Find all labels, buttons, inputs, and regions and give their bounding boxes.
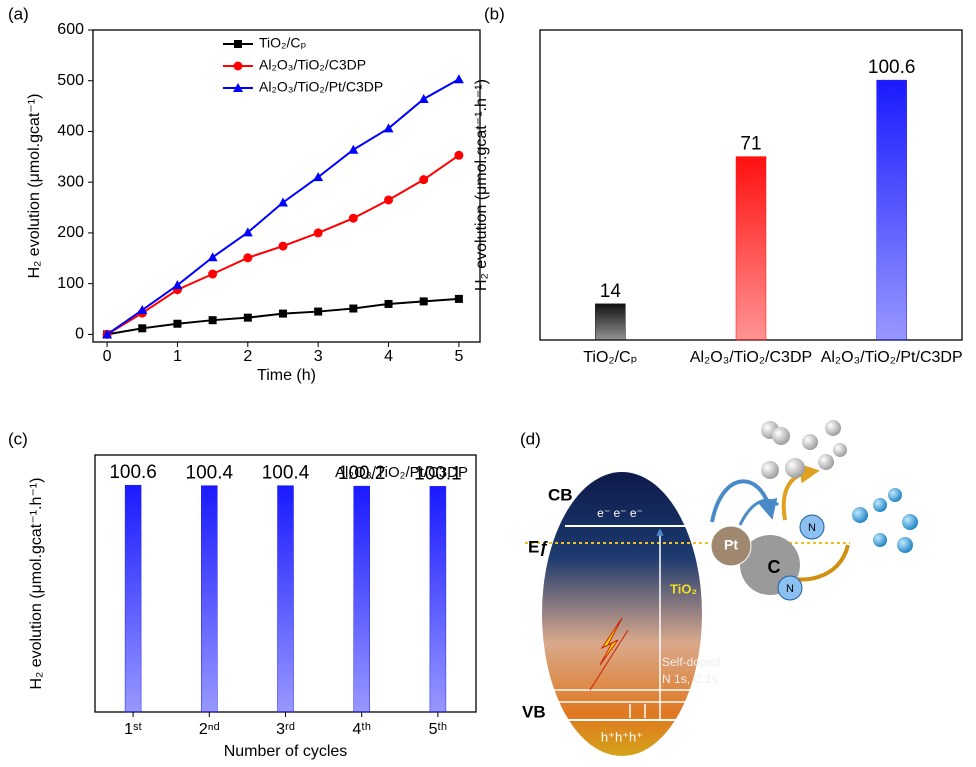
x-tick-label: 2ⁿᵈ xyxy=(199,721,220,738)
doping-label: N 1s, C 1s xyxy=(662,672,718,686)
c-label: C xyxy=(768,557,781,577)
bar xyxy=(595,304,625,340)
x-tick-label: 5 xyxy=(454,348,463,365)
marker xyxy=(454,151,463,160)
x-tick-label: 2 xyxy=(243,348,252,365)
bar xyxy=(877,80,907,340)
x-tick-label: 4 xyxy=(384,348,393,365)
value-label: 100.6 xyxy=(868,57,916,78)
marker xyxy=(173,320,181,328)
panel-label: (c) xyxy=(8,429,28,448)
marker xyxy=(314,308,322,316)
x-tick-label: Al₂O₃/TiO₂/Pt/C3DP xyxy=(821,349,963,366)
y-tick-label: 400 xyxy=(57,123,84,140)
y-tick-label: 600 xyxy=(57,21,84,38)
electron-transfer xyxy=(740,500,778,525)
n-label: N xyxy=(786,583,794,595)
vb-label: VB xyxy=(522,702,546,721)
marker xyxy=(385,300,393,308)
marker xyxy=(279,310,287,318)
x-tick-label: 0 xyxy=(103,348,112,365)
value-label: 100.4 xyxy=(262,463,310,484)
cb-label: CB xyxy=(548,485,573,504)
y-tick-label: 200 xyxy=(57,224,84,241)
marker xyxy=(278,242,287,251)
x-axis-label: Number of cycles xyxy=(224,743,348,760)
marker xyxy=(244,314,252,322)
marker xyxy=(455,295,463,303)
x-tick-label: Al₂O₃/TiO₂/C3DP xyxy=(690,349,812,366)
value-label: 100.2 xyxy=(338,463,386,484)
marker xyxy=(138,324,146,332)
h2-molecules xyxy=(761,420,847,479)
y-tick-label: 0 xyxy=(75,326,84,343)
marker xyxy=(208,270,217,279)
bar xyxy=(125,485,141,712)
y-axis-label: H₂ evolution (μmol.gcat⁻¹.h⁻¹) xyxy=(473,79,490,291)
x-tick-label: 3 xyxy=(314,348,323,365)
marker xyxy=(419,94,429,103)
panel-label: (d) xyxy=(520,429,541,448)
x-tick-label: 1 xyxy=(173,348,182,365)
legend-label: Al₂O₃/TiO₂/C3DP xyxy=(259,57,366,73)
water-molecules xyxy=(852,488,918,553)
x-tick-label: 1ˢᵗ xyxy=(124,721,142,738)
n-label: N xyxy=(808,522,816,534)
y-tick-label: 100 xyxy=(57,275,84,292)
plot-frame xyxy=(93,30,480,342)
mechanism-diagram: (d) CB Eƒ VB e⁻ e⁻ e⁻ h⁺h⁺h⁺ TiO₂ Self-d… xyxy=(520,420,918,756)
marker xyxy=(348,145,358,154)
y-axis-label: H₂ evolution (μmol.gcat⁻¹.h⁻¹) xyxy=(28,478,45,690)
legend-label: Al₂O₃/TiO₂/Pt/C3DP xyxy=(259,79,383,95)
marker xyxy=(420,297,428,305)
tio2-label: TiO₂ xyxy=(670,581,697,596)
x-tick-label: 3ʳᵈ xyxy=(276,721,295,738)
y-tick-label: 300 xyxy=(57,173,84,190)
bar xyxy=(354,486,370,712)
value-label: 100.6 xyxy=(109,462,157,483)
marker xyxy=(243,253,252,262)
bar xyxy=(278,486,294,712)
bar xyxy=(201,486,217,712)
legend-label: TiO₂/Cₚ xyxy=(259,35,306,51)
value-label: 100.4 xyxy=(186,463,234,484)
value-label: 71 xyxy=(740,134,761,155)
x-tick-label: 5ᵗʰ xyxy=(429,721,448,738)
bar xyxy=(430,486,446,712)
marker xyxy=(349,214,358,223)
marker xyxy=(454,74,464,83)
figure: (d) CB Eƒ VB e⁻ e⁻ e⁻ h⁺h⁺h⁺ TiO₂ Self-d… xyxy=(0,0,976,762)
y-axis-label: H₂ evolution (μmol.gcat⁻¹) xyxy=(26,94,43,279)
x-axis-label: Time (h) xyxy=(257,367,316,384)
marker xyxy=(234,62,243,71)
marker xyxy=(234,40,242,48)
fermi-label: Eƒ xyxy=(528,537,549,556)
marker xyxy=(349,305,357,313)
marker xyxy=(209,316,217,324)
electrons: e⁻ e⁻ e⁻ xyxy=(597,506,643,520)
marker xyxy=(314,228,323,237)
line xyxy=(107,79,459,334)
panel-label: (a) xyxy=(8,4,29,23)
marker xyxy=(419,175,428,184)
marker xyxy=(384,195,393,204)
bar xyxy=(736,157,766,340)
panel-label: (b) xyxy=(484,4,505,23)
pt-label: Pt xyxy=(724,537,738,553)
x-tick-label: 4ᵗʰ xyxy=(352,721,371,738)
self-doped-label: Self-doped xyxy=(662,655,720,669)
h2-release xyxy=(784,472,810,520)
x-tick-label: TiO₂/Cₚ xyxy=(583,349,637,366)
y-tick-label: 500 xyxy=(57,72,84,89)
value-label: 14 xyxy=(600,281,622,302)
holes: h⁺h⁺h⁺ xyxy=(601,729,643,744)
value-label: 100.1 xyxy=(414,463,462,484)
